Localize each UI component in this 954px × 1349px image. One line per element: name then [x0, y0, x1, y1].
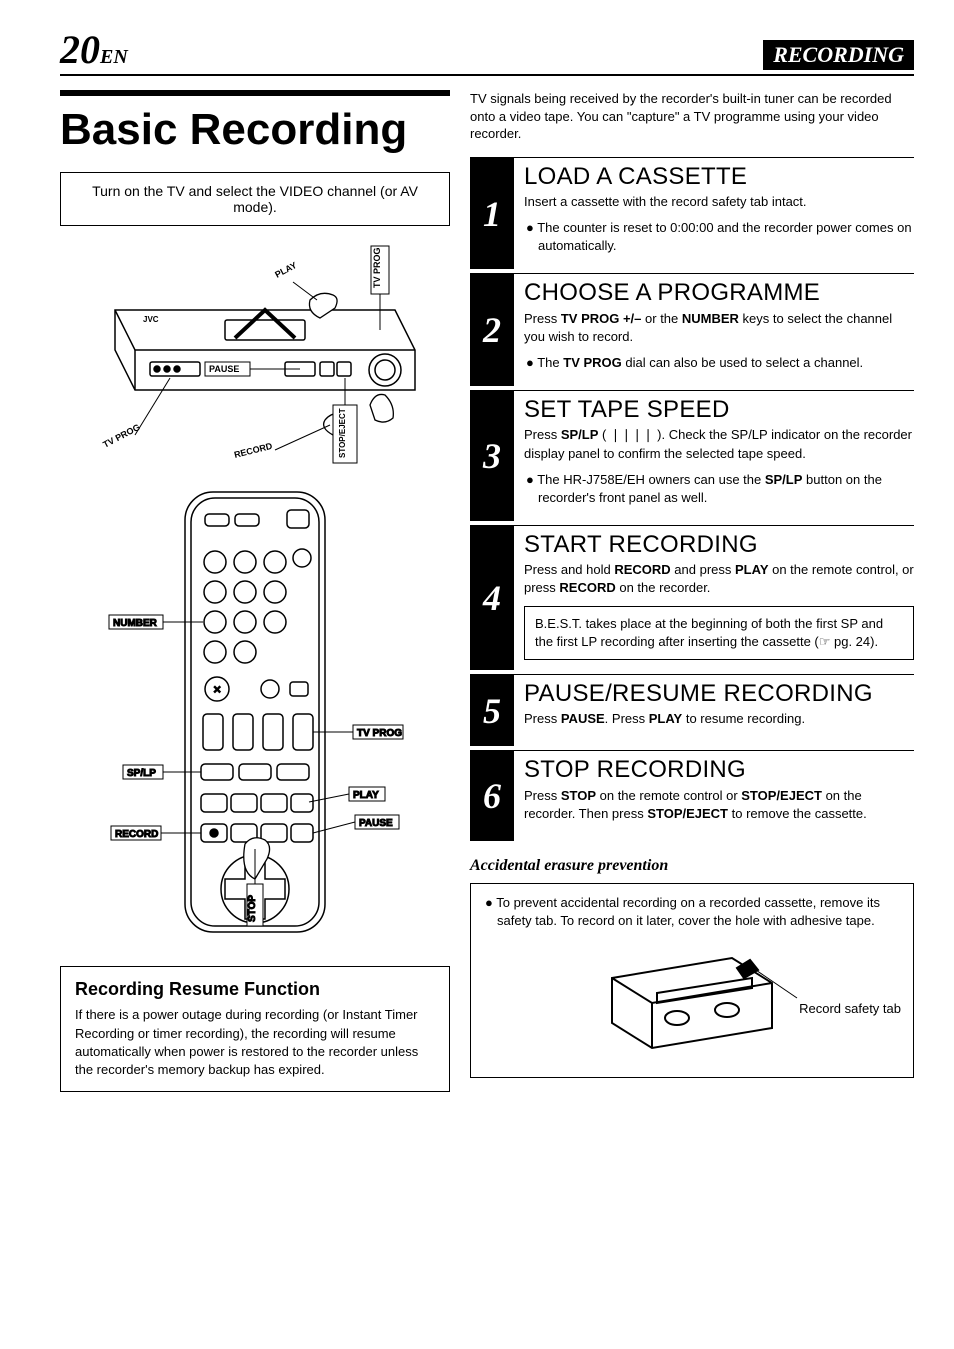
step: 5 PAUSE/RESUME RECORDING Press PAUSE. Pres… [470, 674, 914, 746]
step-number: 3 [470, 391, 514, 521]
cassette-tab-label: Record safety tab [799, 1001, 901, 1016]
svg-text:STOP/EJECT: STOP/EJECT [338, 409, 347, 459]
step-title: START RECORDING [524, 532, 914, 557]
page-number-value: 20 [60, 27, 100, 72]
step-desc: Press SP/LP ( ❘❘❘❘ ). Check the SP/LP in… [524, 426, 914, 462]
step-number: 5 [470, 675, 514, 746]
step-number: 1 [470, 158, 514, 270]
tv-note-box: Turn on the TV and select the VIDEO chan… [60, 172, 450, 226]
vcr-illustration: PLAY TV PROG PAUSE TV PROG RECORD STOP/E… [60, 240, 450, 470]
page-number: 20EN [60, 30, 128, 70]
svg-text:TV PROG: TV PROG [357, 728, 402, 739]
step: 6 STOP RECORDING Press STOP on the remote … [470, 750, 914, 841]
resume-heading: Recording Resume Function [75, 979, 435, 1000]
step-desc: Press TV PROG +/– or the NUMBER keys to … [524, 310, 914, 346]
page-lang: EN [100, 46, 128, 68]
step-number: 2 [470, 274, 514, 386]
step-desc: Press and hold RECORD and press PLAY on … [524, 561, 914, 597]
svg-text:TV PROG: TV PROG [372, 248, 382, 289]
title-block: Basic Recording [60, 90, 450, 154]
step-bullet: The HR-J758E/EH owners can use the SP/LP… [524, 471, 914, 507]
step-bullet: The TV PROG dial can also be used to sel… [524, 354, 914, 372]
cassette-icon [582, 938, 802, 1058]
step-desc: Insert a cassette with the record safety… [524, 193, 914, 211]
step: 3 SET TAPE SPEED Press SP/LP ( ❘❘❘❘ ). Che… [470, 390, 914, 521]
svg-text:SP/LP: SP/LP [127, 768, 156, 779]
page-title: Basic Recording [60, 106, 450, 154]
step-number: 4 [470, 526, 514, 670]
step-number: 6 [470, 751, 514, 841]
accidental-text: To prevent accidental recording on a rec… [483, 894, 901, 930]
page-header: 20EN RECORDING [60, 30, 914, 76]
step-desc: Press STOP on the remote control or STOP… [524, 787, 914, 823]
svg-text:RECORD: RECORD [115, 829, 158, 840]
accidental-box: To prevent accidental recording on a rec… [470, 883, 914, 1078]
remote-illustration: ✕ [60, 484, 450, 944]
svg-text:PLAY: PLAY [353, 790, 379, 801]
left-column: Basic Recording Turn on the TV and selec… [60, 90, 450, 1092]
accidental-heading: Accidental erasure prevention [470, 857, 914, 875]
svg-text:PAUSE: PAUSE [359, 818, 393, 829]
resume-function-box: Recording Resume Function If there is a … [60, 966, 450, 1092]
svg-text:STOP: STOP [247, 895, 258, 922]
step-title: STOP RECORDING [524, 757, 914, 782]
step-title: SET TAPE SPEED [524, 397, 914, 422]
step-title: LOAD A CASSETTE [524, 164, 914, 189]
svg-text:TV PROG: TV PROG [101, 422, 141, 450]
svg-text:✕: ✕ [213, 685, 221, 696]
resume-text: If there is a power outage during record… [75, 1006, 435, 1079]
step: 1 LOAD A CASSETTE Insert a cassette with t… [470, 157, 914, 270]
step-title: PAUSE/RESUME RECORDING [524, 681, 914, 706]
svg-text:PLAY: PLAY [273, 260, 298, 280]
step: 2 CHOOSE A PROGRAMME Press TV PROG +/– or … [470, 273, 914, 386]
right-column: TV signals being received by the recorde… [470, 90, 914, 1092]
step-desc: Press PAUSE. Press PLAY to resume record… [524, 710, 914, 728]
step-note: B.E.S.T. takes place at the beginning of… [524, 606, 914, 660]
svg-text:PAUSE: PAUSE [209, 364, 239, 374]
step-bullet: The counter is reset to 0:00:00 and the … [524, 219, 914, 255]
step: 4 START RECORDING Press and hold RECORD an… [470, 525, 914, 670]
svg-text:RECORD: RECORD [233, 441, 274, 460]
svg-text:NUMBER: NUMBER [113, 618, 158, 629]
svg-text:JVC: JVC [143, 315, 159, 324]
intro-text: TV signals being received by the recorde… [470, 90, 914, 143]
step-title: CHOOSE A PROGRAMME [524, 280, 914, 305]
section-label: RECORDING [763, 40, 914, 70]
